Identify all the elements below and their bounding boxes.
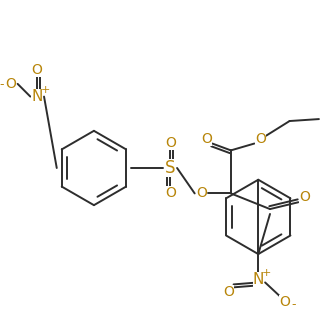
Text: O: O xyxy=(196,186,207,200)
Text: -: - xyxy=(291,298,296,312)
Text: O: O xyxy=(32,63,43,77)
Text: O: O xyxy=(165,186,176,200)
Text: +: + xyxy=(262,268,271,278)
Text: -: - xyxy=(0,78,4,91)
Text: O: O xyxy=(5,77,16,91)
Text: O: O xyxy=(255,132,266,146)
Text: O: O xyxy=(223,285,234,299)
Text: N: N xyxy=(253,272,264,287)
Text: S: S xyxy=(165,159,175,177)
Text: O: O xyxy=(201,132,212,146)
Text: O: O xyxy=(279,295,290,309)
Text: O: O xyxy=(299,190,310,204)
Text: +: + xyxy=(40,85,50,95)
Text: O: O xyxy=(165,136,176,149)
Text: N: N xyxy=(31,89,43,104)
